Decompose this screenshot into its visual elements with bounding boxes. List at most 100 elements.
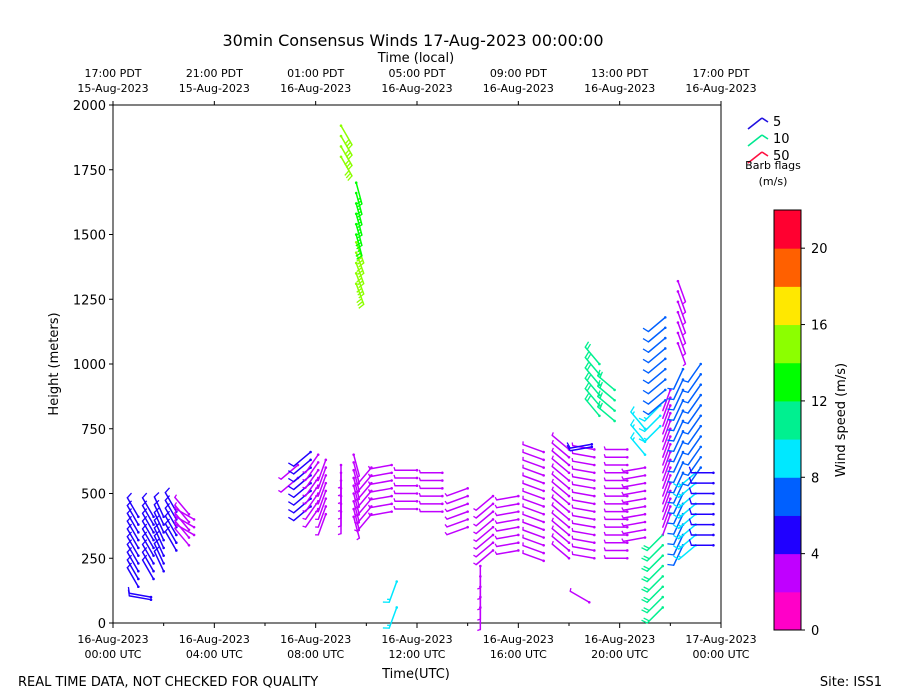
- barb-feather: [667, 563, 674, 566]
- top-tick-time: 01:00 PDT: [287, 67, 344, 80]
- top-tick-date: 16-Aug-2023: [280, 82, 351, 95]
- barb-base: [676, 300, 680, 304]
- barb-staff: [622, 536, 646, 543]
- wind-barb: [641, 575, 665, 593]
- barb-legend-item: 10: [747, 132, 790, 147]
- barb-feather: [288, 493, 295, 498]
- barb-staff: [153, 496, 165, 518]
- barb-staff: [677, 321, 687, 344]
- barb-staff: [446, 503, 469, 513]
- barb-feather: [688, 476, 693, 484]
- wind-barb: [603, 477, 629, 482]
- barb-staff: [662, 482, 672, 505]
- barb-half-feather: [494, 551, 498, 555]
- barb-half-feather: [551, 517, 554, 522]
- barb-staff: [672, 503, 684, 525]
- barb-half-feather: [302, 509, 306, 513]
- barb-staff: [317, 474, 327, 497]
- wind-barb: [642, 336, 667, 353]
- wind-barb: [126, 562, 140, 589]
- barb-half-feather: [357, 197, 361, 201]
- barb-feather: [566, 444, 571, 452]
- barb-staff: [475, 549, 494, 566]
- wind-barb: [662, 458, 672, 482]
- barb-feather: [126, 515, 133, 522]
- wind-barb: [571, 457, 596, 467]
- barb-feather: [142, 546, 148, 553]
- barb-base: [187, 528, 191, 532]
- barb-base: [149, 598, 153, 601]
- barb-staff: [352, 500, 361, 524]
- barb-half-feather: [354, 513, 358, 517]
- barb-staff: [672, 451, 684, 473]
- barb-feather: [667, 491, 674, 494]
- barb-half-feather: [621, 507, 624, 511]
- barb-staff: [646, 585, 664, 604]
- barb-base: [415, 499, 419, 503]
- wind-barb: [688, 528, 715, 537]
- barb-staff: [571, 553, 596, 559]
- barb-half-feather: [603, 523, 606, 528]
- wind-barb: [681, 455, 703, 477]
- barb-feather: [126, 539, 133, 545]
- barb-base: [625, 487, 629, 490]
- barb-feather: [344, 139, 350, 145]
- wind-barb: [174, 509, 191, 532]
- barb-base: [324, 481, 328, 485]
- barb-half-feather: [444, 531, 448, 536]
- barb-staff: [174, 527, 190, 547]
- barb-half-feather: [473, 546, 477, 550]
- barb-base: [390, 494, 393, 498]
- barb-base: [542, 489, 545, 493]
- barb-base: [699, 424, 703, 428]
- barb-base: [517, 510, 520, 513]
- barb-base: [567, 549, 571, 552]
- barb-staff: [304, 469, 319, 489]
- barb-base: [669, 497, 672, 500]
- barb-base: [661, 575, 665, 578]
- barb-half-feather: [354, 529, 358, 532]
- barb-staff: [646, 544, 664, 562]
- barb-staff: [678, 544, 697, 561]
- barb-base: [390, 463, 393, 467]
- barb-staff: [174, 519, 190, 539]
- plot-area: [112, 104, 722, 632]
- barb-half-feather: [367, 473, 371, 477]
- barb-base: [309, 458, 312, 462]
- barb-half-feather: [682, 322, 686, 325]
- wind-barb: [164, 510, 178, 537]
- wind-barb: [522, 487, 545, 500]
- barb-base: [663, 378, 667, 381]
- barb-feather: [288, 501, 295, 506]
- barb-feather: [584, 362, 590, 369]
- barb-half-feather: [621, 514, 624, 519]
- barb-half-feather: [494, 543, 498, 547]
- barb-base: [567, 525, 571, 529]
- barb-half-feather: [551, 509, 554, 514]
- barb-staff: [571, 452, 596, 458]
- barb-staff: [569, 590, 591, 604]
- barb-feather: [641, 609, 648, 614]
- colorbar-segment: [774, 477, 801, 516]
- barb-base: [491, 541, 495, 545]
- barb-feather: [643, 544, 650, 549]
- barb-base: [316, 453, 320, 456]
- barb-staff: [687, 363, 702, 383]
- barb-feather: [356, 267, 363, 273]
- barb-staff: [662, 490, 672, 513]
- wind-barb: [681, 393, 703, 414]
- barb-staff: [646, 575, 664, 593]
- wind-barb: [603, 516, 629, 521]
- barb-base: [162, 531, 165, 534]
- barb-feather: [688, 466, 693, 473]
- barb-half-feather: [357, 228, 361, 232]
- wind-barb: [642, 378, 667, 395]
- barb-base: [643, 481, 647, 485]
- barb-staff: [672, 430, 684, 453]
- barb-staff: [677, 332, 687, 355]
- barb-feather: [347, 175, 353, 182]
- wind-barb: [676, 310, 687, 336]
- barb-base: [162, 554, 165, 557]
- barb-base: [593, 502, 596, 506]
